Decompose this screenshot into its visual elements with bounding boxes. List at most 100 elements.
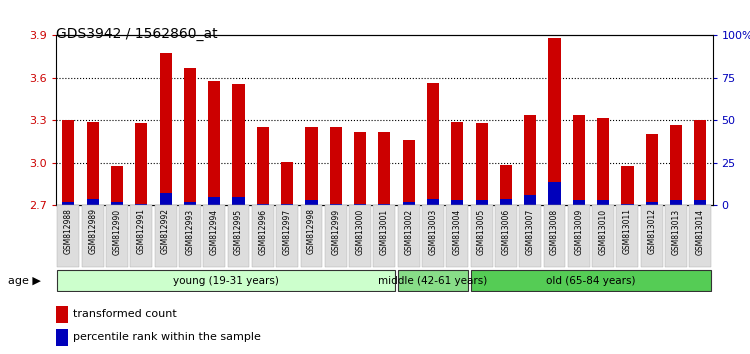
Bar — [135, 123, 148, 205]
FancyBboxPatch shape — [301, 205, 322, 267]
Bar — [354, 204, 366, 205]
Bar — [160, 53, 172, 205]
Text: GSM812996: GSM812996 — [258, 209, 267, 255]
Text: GSM813009: GSM813009 — [574, 209, 584, 255]
Bar — [256, 127, 269, 205]
Text: GSM813001: GSM813001 — [380, 209, 388, 255]
Text: GSM812993: GSM812993 — [185, 209, 194, 255]
FancyBboxPatch shape — [398, 270, 468, 291]
FancyBboxPatch shape — [422, 205, 444, 267]
Bar — [305, 200, 317, 205]
FancyBboxPatch shape — [471, 205, 493, 267]
Bar — [597, 118, 609, 205]
Text: GSM812997: GSM812997 — [283, 209, 292, 255]
Bar — [281, 162, 293, 205]
Bar — [62, 120, 74, 205]
FancyBboxPatch shape — [179, 205, 201, 267]
Text: GSM813005: GSM813005 — [477, 209, 486, 255]
FancyBboxPatch shape — [446, 205, 468, 267]
Bar — [427, 199, 439, 205]
FancyBboxPatch shape — [665, 205, 687, 267]
FancyBboxPatch shape — [568, 205, 590, 267]
Text: percentile rank within the sample: percentile rank within the sample — [73, 332, 260, 342]
Bar — [452, 122, 464, 205]
Bar — [56, 329, 68, 346]
Bar — [670, 125, 682, 205]
Bar — [597, 200, 609, 205]
Bar — [62, 202, 74, 205]
Bar — [111, 166, 123, 205]
Bar — [427, 83, 439, 205]
Bar — [500, 165, 512, 205]
Text: GDS3942 / 1562860_at: GDS3942 / 1562860_at — [56, 27, 217, 41]
Text: GSM812992: GSM812992 — [161, 209, 170, 255]
FancyBboxPatch shape — [58, 205, 80, 267]
Bar — [500, 199, 512, 205]
Bar — [476, 123, 488, 205]
Bar — [135, 204, 148, 205]
FancyBboxPatch shape — [106, 205, 128, 267]
FancyBboxPatch shape — [350, 205, 371, 267]
FancyBboxPatch shape — [640, 205, 663, 267]
Text: GSM813012: GSM813012 — [647, 209, 656, 255]
Bar — [111, 202, 123, 205]
Text: GSM813006: GSM813006 — [502, 209, 511, 255]
Text: GSM812988: GSM812988 — [64, 209, 73, 254]
Bar — [548, 38, 560, 205]
Bar — [209, 197, 220, 205]
Bar — [56, 306, 68, 323]
Text: GSM813003: GSM813003 — [428, 209, 437, 255]
FancyBboxPatch shape — [325, 205, 346, 267]
Bar — [403, 202, 415, 205]
FancyBboxPatch shape — [252, 205, 274, 267]
FancyBboxPatch shape — [276, 205, 298, 267]
Text: GSM813004: GSM813004 — [453, 209, 462, 255]
Bar — [184, 202, 196, 205]
Text: GSM812999: GSM812999 — [332, 209, 340, 255]
Text: GSM813014: GSM813014 — [696, 209, 705, 255]
Text: transformed count: transformed count — [73, 309, 176, 319]
FancyBboxPatch shape — [374, 205, 395, 267]
Text: GSM812994: GSM812994 — [210, 209, 219, 255]
Text: GSM813013: GSM813013 — [671, 209, 680, 255]
Bar — [232, 197, 244, 205]
Bar — [573, 115, 585, 205]
FancyBboxPatch shape — [130, 205, 152, 267]
Bar — [305, 127, 317, 205]
Bar — [330, 127, 342, 205]
Bar — [621, 204, 634, 205]
Bar — [621, 166, 634, 205]
Bar — [256, 204, 269, 205]
FancyBboxPatch shape — [58, 270, 395, 291]
FancyBboxPatch shape — [495, 205, 517, 267]
Bar — [232, 84, 244, 205]
FancyBboxPatch shape — [82, 205, 104, 267]
Text: GSM813007: GSM813007 — [526, 209, 535, 255]
Bar — [694, 120, 706, 205]
Bar — [646, 134, 658, 205]
Bar — [87, 199, 99, 205]
Bar — [184, 68, 196, 205]
Text: middle (42-61 years): middle (42-61 years) — [378, 275, 488, 286]
Bar — [670, 200, 682, 205]
Bar — [209, 81, 220, 205]
Bar — [330, 204, 342, 205]
Bar — [354, 132, 366, 205]
FancyBboxPatch shape — [689, 205, 711, 267]
Text: young (19-31 years): young (19-31 years) — [173, 275, 279, 286]
Text: GSM813008: GSM813008 — [550, 209, 559, 255]
Text: GSM812989: GSM812989 — [88, 209, 98, 255]
FancyBboxPatch shape — [471, 270, 711, 291]
Text: age ▶: age ▶ — [8, 276, 40, 286]
Bar — [573, 200, 585, 205]
FancyBboxPatch shape — [398, 205, 419, 267]
Text: old (65-84 years): old (65-84 years) — [546, 275, 636, 286]
Bar — [524, 115, 536, 205]
Bar — [452, 200, 464, 205]
FancyBboxPatch shape — [616, 205, 638, 267]
Bar — [548, 182, 560, 205]
Bar — [87, 122, 99, 205]
Bar — [160, 193, 172, 205]
Bar — [378, 204, 391, 205]
Text: GSM812998: GSM812998 — [307, 209, 316, 255]
